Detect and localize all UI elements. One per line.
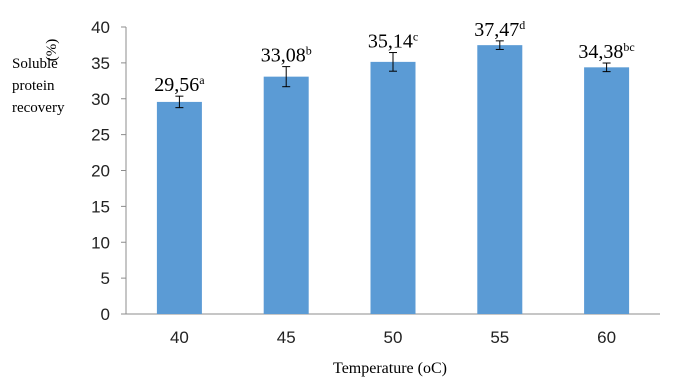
significance-letter: b — [306, 44, 312, 58]
significance-letter: bc — [623, 40, 634, 54]
bar — [263, 76, 309, 314]
bars — [156, 45, 630, 315]
y-tick-label: 35 — [91, 54, 110, 73]
y-tick-label: 5 — [101, 269, 110, 288]
significance-letter: a — [199, 73, 205, 87]
x-tick-label: 40 — [170, 328, 189, 347]
significance-letter: c — [413, 30, 418, 44]
y-axis-label-line-1: Soluble — [12, 56, 58, 72]
y-tick-label: 10 — [91, 233, 110, 252]
bar — [584, 67, 630, 314]
data-label: 33,08b — [261, 44, 312, 67]
data-label: 29,56a — [154, 73, 205, 96]
significance-letter: d — [519, 18, 525, 32]
bar — [477, 45, 523, 315]
x-axis-label: Temperature (oC) — [333, 360, 447, 377]
x-ticks: 40 45 50 55 60 — [170, 328, 616, 347]
data-label: 35,14c — [368, 30, 418, 53]
y-ticks: 0 5 10 15 20 25 30 35 40 — [91, 18, 126, 324]
y-tick-label: 20 — [91, 162, 110, 181]
y-tick-label: 30 — [91, 90, 110, 109]
y-tick-label: 15 — [91, 197, 110, 216]
x-tick-label: 45 — [277, 328, 296, 347]
bar — [156, 101, 202, 314]
y-axis-label-line-3: recovery — [12, 100, 65, 116]
x-tick-label: 55 — [490, 328, 509, 347]
error-bars — [175, 40, 611, 109]
data-labels: 29,56a 33,08b 35,14c 37,47d 34,38bc — [154, 18, 635, 96]
y-axis-unit: (%) — [44, 39, 60, 62]
y-tick-label: 0 — [101, 305, 110, 324]
data-label: 34,38bc — [578, 40, 634, 63]
x-tick-label: 60 — [597, 328, 616, 347]
data-label: 37,47d — [474, 18, 525, 41]
y-tick-label: 40 — [91, 18, 110, 37]
y-axis-label-line-2: protein — [12, 78, 55, 94]
x-tick-label: 50 — [384, 328, 403, 347]
bar — [370, 61, 416, 314]
y-tick-label: 25 — [91, 126, 110, 145]
